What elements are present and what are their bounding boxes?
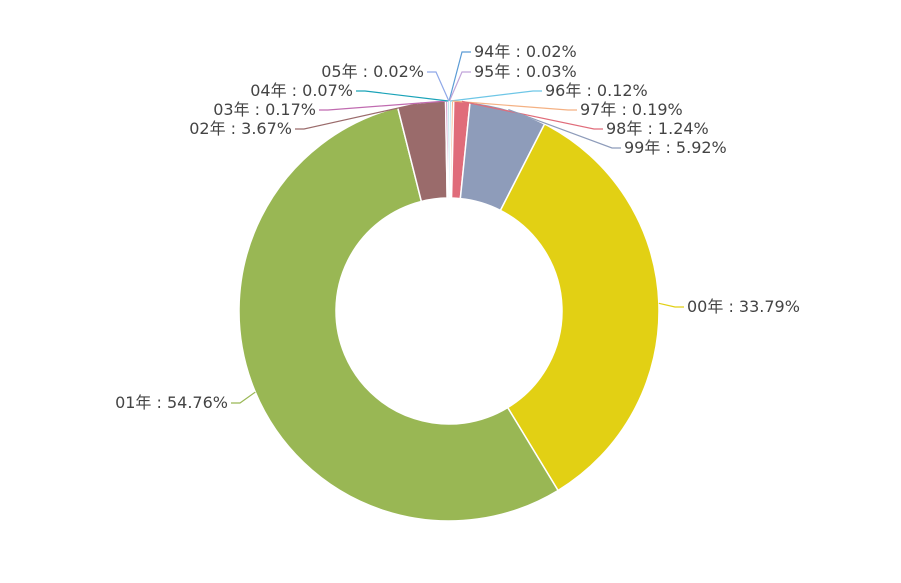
slice-label-6: 00年 : 33.79% [687,297,800,316]
leader-line-9 [319,100,447,111]
slices-group [238,100,660,522]
leader-line-1 [448,71,471,102]
leader-line-2 [450,90,542,102]
leader-line-11 [427,71,450,102]
leader-line-7 [231,391,256,404]
leader-line-5 [508,108,621,149]
slice-label-11: 05年 : 0.02% [321,62,424,81]
slice-label-7: 01年 : 54.76% [115,393,228,412]
slice-label-8: 02年 : 3.67% [189,119,292,138]
leader-line-10 [356,90,449,102]
leader-line-6 [658,302,684,308]
slice-label-5: 99年 : 5.92% [624,138,727,157]
leader-line-8 [295,102,422,130]
slice-label-9: 03年 : 0.17% [213,100,316,119]
slice-label-1: 95年 : 0.03% [474,62,577,81]
slice-label-4: 98年 : 1.24% [606,119,709,138]
slice-label-3: 97年 : 0.19% [580,100,683,119]
slice-6 [499,122,660,492]
slice-label-2: 96年 : 0.12% [545,81,648,100]
leader-line-4 [461,100,603,130]
slice-label-10: 04年 : 0.07% [250,81,353,100]
leader-line-0 [448,51,471,102]
leader-line-3 [452,100,577,111]
slice-label-0: 94年 : 0.02% [474,42,577,61]
labels-group: 94年 : 0.02%95年 : 0.03%96年 : 0.12%97年 : 0… [115,42,800,412]
leader-lines-group [231,51,684,404]
slice-7 [238,106,560,522]
